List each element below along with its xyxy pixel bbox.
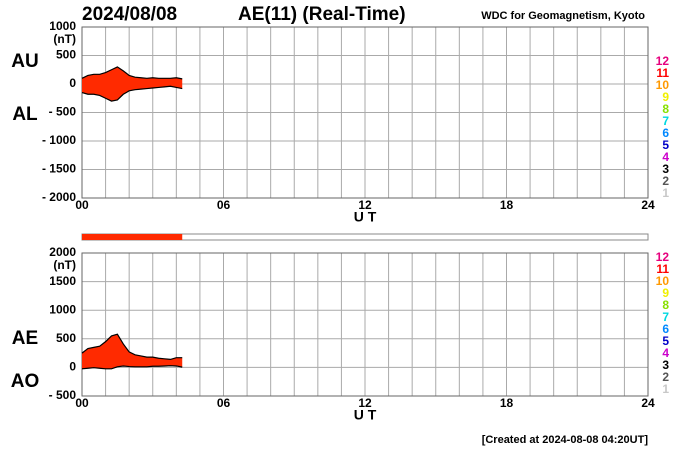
coverage-bar — [82, 234, 183, 240]
y-tick-label: - 2000 — [42, 190, 76, 204]
legend-entry: 9 — [662, 90, 669, 104]
legend-entry: 8 — [662, 298, 669, 312]
area — [82, 334, 183, 369]
legend-entry: 3 — [662, 358, 669, 372]
legend-entry: 11 — [656, 262, 669, 276]
y-tick-label: 500 — [56, 48, 76, 62]
series-label: AU — [11, 51, 38, 72]
credit: WDC for Geomagnetism, Kyoto — [481, 10, 645, 22]
y-tick-label: 1000 — [49, 19, 76, 33]
y-tick-label: - 1500 — [42, 162, 76, 176]
legend-entry: 2 — [662, 370, 669, 384]
x-tick-label: 00 — [75, 396, 89, 410]
x-tick-label: 24 — [641, 198, 655, 212]
legend-entry: 5 — [662, 334, 669, 348]
y-tick-label: 2000 — [49, 245, 76, 259]
legend-entry: 12 — [656, 54, 670, 68]
x-tick-label: 12 — [358, 198, 372, 212]
legend-entry: 12 — [656, 250, 670, 264]
legend-entry: 5 — [662, 138, 669, 152]
legend-entry: 2 — [662, 174, 669, 188]
legend-entry: 3 — [662, 162, 669, 176]
legend-entry: 6 — [662, 322, 669, 336]
y-tick-label: 500 — [56, 331, 76, 345]
legend-entry: 8 — [662, 102, 669, 116]
legend-entry: 7 — [662, 114, 669, 128]
line — [81, 85, 183, 102]
y-tick-label: 0 — [69, 360, 76, 374]
y-tick-label: 1000 — [49, 302, 76, 316]
plot-frame — [81, 26, 649, 199]
legend-entry: 4 — [662, 346, 669, 360]
legend-entry: 6 — [662, 126, 669, 140]
legend-entry: 11 — [656, 66, 669, 80]
x-tick-label: 06 — [217, 198, 231, 212]
x-tick-label: 18 — [500, 198, 514, 212]
unit-label: (nT) — [53, 258, 76, 272]
y-tick-label: - 500 — [49, 105, 77, 119]
series-label: AO — [11, 371, 40, 392]
legend-entry: 1 — [662, 382, 669, 396]
x-tick-label: 24 — [641, 396, 655, 410]
x-axis-label: U T — [354, 407, 377, 423]
x-tick-label: 18 — [500, 396, 514, 410]
x-tick-label: 06 — [217, 396, 231, 410]
unit-label: (nT) — [53, 32, 76, 46]
legend-entry: 10 — [656, 274, 670, 288]
legend-entry: 1 — [662, 186, 669, 200]
legend-entry: 7 — [662, 310, 669, 324]
legend-entry: 4 — [662, 150, 669, 164]
line — [81, 333, 183, 361]
series-label: AE — [12, 328, 38, 349]
y-tick-label: 1500 — [49, 274, 76, 288]
x-tick-label: 00 — [75, 198, 89, 212]
y-tick-label: - 500 — [49, 388, 77, 402]
created-note: [Created at 2024-08-08 04:20UT] — [482, 434, 649, 446]
line — [81, 66, 183, 80]
area — [82, 66, 183, 102]
y-tick-label: 0 — [69, 76, 76, 90]
y-tick-label: - 1000 — [42, 133, 76, 147]
chart-title: AE(11) (Real-Time) — [238, 4, 406, 25]
date: 2024/08/08 — [82, 4, 177, 25]
legend-entry: 9 — [662, 286, 669, 300]
plot-frame — [81, 252, 649, 397]
line — [81, 365, 183, 370]
series-label: AL — [12, 104, 38, 125]
x-axis-label: U T — [354, 209, 377, 225]
x-tick-label: 12 — [358, 396, 372, 410]
legend-entry: 10 — [656, 78, 670, 92]
